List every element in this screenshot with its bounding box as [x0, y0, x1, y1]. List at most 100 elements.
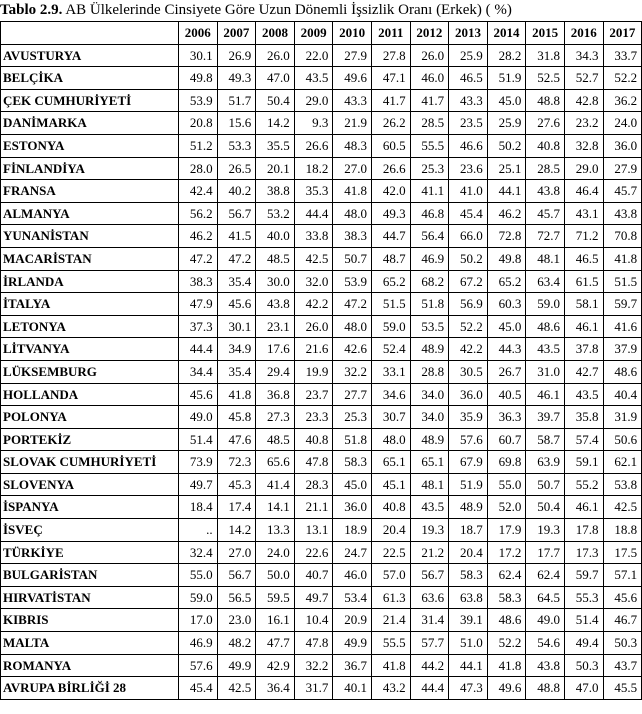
header-year: 2012 [410, 22, 449, 45]
value-cell: 49.9 [217, 654, 256, 677]
country-cell: BELÇİKA [1, 67, 179, 90]
value-cell: 30.0 [256, 270, 295, 293]
country-cell: İRLANDA [1, 270, 179, 293]
value-cell: 56.4 [410, 225, 449, 248]
value-cell: 23.0 [217, 609, 256, 632]
value-cell: 17.6 [256, 338, 295, 361]
value-cell: 60.5 [371, 134, 410, 157]
country-cell: LETONYA [1, 315, 179, 338]
value-cell: 55.2 [564, 473, 603, 496]
header-year: 2011 [371, 22, 410, 45]
value-cell: 28.3 [294, 473, 333, 496]
header-year: 2015 [526, 22, 565, 45]
value-cell: 35.3 [294, 180, 333, 203]
value-cell: 34.4 [179, 360, 218, 383]
value-cell: 21.9 [333, 112, 372, 135]
value-cell: 45.5 [603, 677, 642, 700]
value-cell: 65.1 [371, 451, 410, 474]
value-cell: 44.4 [294, 202, 333, 225]
value-cell: 56.7 [410, 564, 449, 587]
value-cell: 36.0 [603, 134, 642, 157]
value-cell: 45.0 [333, 473, 372, 496]
value-cell: 25.9 [449, 44, 488, 67]
value-cell: 49.3 [371, 202, 410, 225]
value-cell: 72.3 [217, 451, 256, 474]
value-cell: 59.1 [564, 451, 603, 474]
value-cell: 34.3 [564, 44, 603, 67]
value-cell: 36.0 [333, 496, 372, 519]
value-cell: 47.2 [333, 293, 372, 316]
value-cell: 40.1 [333, 677, 372, 700]
value-cell: 20.1 [256, 157, 295, 180]
value-cell: 26.9 [217, 44, 256, 67]
value-cell: 49.8 [487, 247, 526, 270]
value-cell: 60.3 [487, 293, 526, 316]
table-row: AVRUPA BİRLİĞİ 2845.442.536.431.740.143.… [1, 677, 642, 700]
value-cell: 21.2 [410, 541, 449, 564]
value-cell: 40.0 [256, 225, 295, 248]
value-cell: 23.1 [256, 315, 295, 338]
value-cell: 17.8 [564, 519, 603, 542]
value-cell: 52.2 [449, 315, 488, 338]
value-cell: 32.4 [179, 541, 218, 564]
value-cell: 27.0 [333, 157, 372, 180]
value-cell: 67.9 [449, 451, 488, 474]
value-cell: 36.0 [449, 383, 488, 406]
data-table: 2006 2007 2008 2009 2010 2011 2012 2013 … [0, 21, 642, 700]
value-cell: 21.1 [294, 496, 333, 519]
value-cell: 45.6 [217, 293, 256, 316]
value-cell: 65.2 [487, 270, 526, 293]
value-cell: 36.3 [487, 406, 526, 429]
value-cell: 58.3 [449, 564, 488, 587]
value-cell: 71.2 [564, 225, 603, 248]
value-cell: 45.3 [217, 473, 256, 496]
value-cell: 41.8 [487, 654, 526, 677]
value-cell: 55.5 [371, 632, 410, 655]
value-cell: 44.1 [449, 654, 488, 677]
value-cell: 36.4 [256, 677, 295, 700]
value-cell: 48.6 [603, 360, 642, 383]
value-cell: 52.5 [526, 67, 565, 90]
value-cell: 46.2 [179, 225, 218, 248]
value-cell: 46.7 [603, 609, 642, 632]
value-cell: 33.7 [603, 44, 642, 67]
value-cell: 45.7 [603, 180, 642, 203]
value-cell: 46.4 [564, 180, 603, 203]
value-cell: 66.0 [449, 225, 488, 248]
value-cell: 17.3 [564, 541, 603, 564]
value-cell: 46.8 [410, 202, 449, 225]
value-cell: 25.3 [410, 157, 449, 180]
value-cell: 38.3 [333, 225, 372, 248]
value-cell: 50.6 [603, 428, 642, 451]
value-cell: 41.0 [449, 180, 488, 203]
value-cell: 29.4 [256, 360, 295, 383]
table-row: LİTVANYA44.434.917.621.642.652.448.942.2… [1, 338, 642, 361]
value-cell: 41.1 [410, 180, 449, 203]
value-cell: 64.5 [526, 586, 565, 609]
country-cell: BULGARİSTAN [1, 564, 179, 587]
value-cell: 55.0 [487, 473, 526, 496]
table-row: YUNANİSTAN46.241.540.033.838.344.756.466… [1, 225, 642, 248]
value-cell: 62.1 [603, 451, 642, 474]
value-cell: 53.9 [333, 270, 372, 293]
value-cell: 45.4 [449, 202, 488, 225]
value-cell: 24.0 [603, 112, 642, 135]
value-cell: 59.5 [256, 586, 295, 609]
value-cell: 29.0 [564, 157, 603, 180]
value-cell: 37.9 [603, 338, 642, 361]
value-cell: 43.1 [564, 202, 603, 225]
value-cell: 51.4 [179, 428, 218, 451]
value-cell: 17.7 [526, 541, 565, 564]
value-cell: 39.7 [526, 406, 565, 429]
value-cell: 59.0 [179, 586, 218, 609]
value-cell: 20.9 [333, 609, 372, 632]
value-cell: 52.2 [603, 67, 642, 90]
value-cell: 59.7 [603, 293, 642, 316]
table-row: SLOVENYA49.745.341.428.345.045.148.151.9… [1, 473, 642, 496]
value-cell: 23.2 [564, 112, 603, 135]
value-cell: 51.2 [179, 134, 218, 157]
table-row: ESTONYA51.253.335.526.648.360.555.546.65… [1, 134, 642, 157]
value-cell: 67.2 [449, 270, 488, 293]
value-cell: 17.4 [217, 496, 256, 519]
table-caption: Tablo 2.9. AB Ülkelerinde Cinsiyete Göre… [0, 0, 642, 21]
